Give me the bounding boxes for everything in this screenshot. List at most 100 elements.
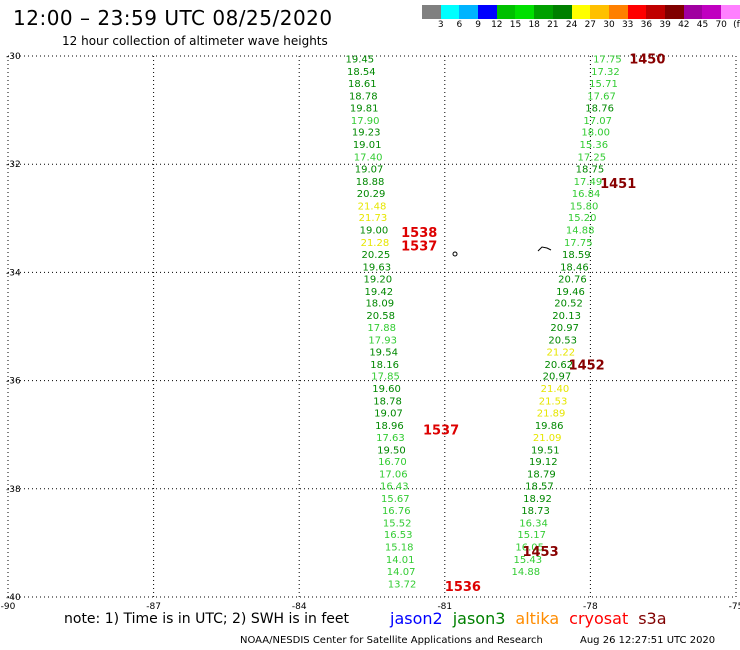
wave-height-point: 21.40 [541, 384, 570, 395]
legend-swatch [440, 5, 460, 19]
wave-height-point: 19.07 [374, 409, 403, 420]
legend-swatch [590, 5, 609, 19]
x-tick-label: -84 [292, 602, 307, 612]
satellite-jason3: jason3 [452, 609, 506, 628]
island-marker [537, 246, 552, 252]
legend-label: (ft) [733, 20, 740, 30]
wave-height-point: 18.61 [348, 79, 377, 90]
legend-label: 3 [437, 20, 444, 30]
wave-height-point: 15.43 [513, 555, 542, 566]
legend-label: 27 [584, 20, 597, 30]
wave-height-point: 19.81 [350, 103, 379, 114]
wave-height-point: 18.59 [562, 250, 591, 261]
wave-height-point: 19.23 [352, 128, 381, 139]
wave-height-point: 19.20 [364, 274, 393, 285]
wave-height-point: 17.85 [371, 372, 400, 383]
y-tick-label: -34 [6, 268, 21, 278]
wave-height-point: 20.62 [545, 360, 574, 371]
wave-height-point: 14.07 [387, 567, 416, 578]
wave-height-point: 15.67 [381, 494, 410, 505]
wave-height-point: 17.67 [587, 91, 616, 102]
legend-label: 30 [603, 20, 615, 30]
coastline-layer [452, 246, 552, 257]
wave-height-point: 21.22 [546, 347, 575, 358]
wave-height-point: 18.73 [521, 506, 550, 517]
wave-height-point: 19.86 [535, 421, 564, 432]
wave-height-point: 18.00 [581, 128, 610, 139]
wave-height-point: 17.07 [583, 116, 612, 127]
wave-height-point: 15.71 [589, 79, 618, 90]
legend-swatch [571, 5, 591, 19]
pass-time-label: 1536 [445, 580, 481, 595]
satellite-legend: jason2 jason3 altika cryosat s3a [390, 609, 677, 628]
legend-label: 24 [565, 20, 578, 30]
wave-height-point: 19.01 [353, 140, 382, 151]
wave-height-point: 18.16 [370, 360, 399, 371]
wave-height-point: 19.46 [556, 287, 585, 298]
wave-height-point: 20.13 [552, 311, 581, 322]
wave-height-point: 20.58 [366, 311, 395, 322]
wave-height-point: 18.96 [375, 421, 404, 432]
satellite-cryosat: cryosat [569, 609, 629, 628]
wave-height-point: 17.90 [351, 116, 380, 127]
wave-height-point: 16.70 [378, 457, 407, 468]
legend-swatch [478, 5, 497, 19]
wave-height-point: 13.72 [388, 579, 417, 590]
wave-height-point: 20.52 [554, 299, 583, 310]
wave-height-point: 21.53 [539, 397, 568, 408]
wave-height-point: 18.92 [523, 494, 552, 505]
wave-height-point: 19.45 [346, 55, 375, 66]
wave-height-point: 18.78 [373, 397, 402, 408]
wave-height-point: 17.32 [591, 67, 620, 78]
wave-height-point: 17.75 [593, 55, 622, 66]
wave-height-point: 21.28 [361, 238, 390, 249]
wave-height-point: 14.01 [386, 555, 415, 566]
island-marker [452, 251, 458, 257]
wave-height-point: 20.97 [543, 372, 572, 383]
legend-label: 70 [715, 20, 727, 30]
x-tick-label: -78 [583, 602, 598, 612]
y-tick-label: -40 [6, 593, 21, 603]
legend-label: 39 [659, 20, 671, 30]
wave-height-point: 20.25 [362, 250, 391, 261]
grid-layer [7, 55, 737, 598]
wave-height-point: 19.51 [531, 445, 560, 456]
wave-height-point: 20.53 [548, 335, 577, 346]
legend-swatch [459, 5, 479, 19]
legend-label: 42 [678, 20, 690, 30]
x-tick-label: -90 [1, 602, 16, 612]
wave-height-point: 19.12 [529, 457, 558, 468]
satellite-s3a: s3a [638, 609, 667, 628]
pass-time-label: 1451 [600, 177, 636, 192]
pass-time-label: 1537 [423, 423, 459, 438]
wave-height-point: 19.60 [372, 384, 401, 395]
pass-time-label: 1537 [401, 239, 437, 254]
legend-swatch [515, 5, 535, 19]
wave-height-point: 19.42 [364, 287, 393, 298]
footer-credit: NOAA/NESDIS Center for Satellite Applica… [240, 635, 543, 646]
wave-height-point: 17.93 [368, 335, 397, 346]
legend-label: 18 [528, 20, 540, 30]
y-tick-label: -30 [6, 52, 21, 62]
wave-height-point: 17.06 [379, 470, 408, 481]
wave-height-point: 17.49 [574, 177, 603, 188]
note-text: note: 1) Time is in UTC; 2) SWH is in fe… [64, 611, 350, 627]
wave-height-point: 20.97 [550, 323, 579, 334]
pass-time-label: 1538 [401, 226, 437, 241]
legend-label: 12 [491, 20, 503, 30]
wave-height-point: 19.54 [369, 347, 398, 358]
wave-height-point: 16.76 [382, 506, 411, 517]
legend-swatch [608, 5, 628, 19]
data-points-layer: 19.4518.5418.6118.7819.8117.9019.2319.01… [346, 55, 622, 591]
wave-height-point: 19.00 [360, 226, 389, 237]
wave-height-point: 18.79 [527, 470, 556, 481]
legend-swatch [683, 5, 703, 19]
wave-height-point: 15.80 [570, 201, 599, 212]
wave-height-point: 19.07 [355, 165, 384, 176]
wave-height-point: 18.78 [349, 91, 378, 102]
wave-height-point: 15.18 [385, 543, 414, 554]
legend-swatch [646, 5, 665, 19]
